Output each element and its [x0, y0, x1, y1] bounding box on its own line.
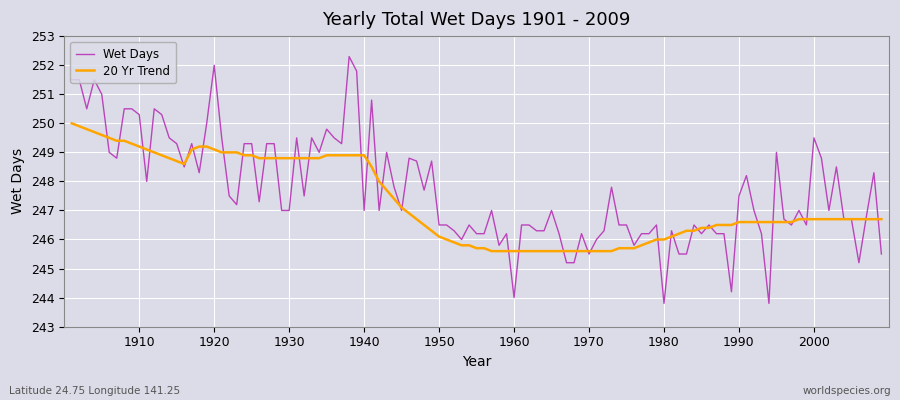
20 Yr Trend [67, 121, 77, 126]
20 Yr Trend [292, 156, 302, 160]
Wet Days [337, 141, 347, 146]
20 Yr Trend [508, 249, 519, 254]
X-axis label: Year: Year [462, 355, 491, 369]
20 Yr Trend [486, 249, 497, 254]
Legend: Wet Days, 20 Yr Trend: Wet Days, 20 Yr Trend [70, 42, 176, 84]
20 Yr Trend [126, 141, 137, 146]
Wet Days [67, 77, 77, 82]
Wet Days [126, 106, 137, 111]
Wet Days [517, 222, 527, 227]
Text: Latitude 24.75 Longitude 141.25: Latitude 24.75 Longitude 141.25 [9, 386, 180, 396]
20 Yr Trend [517, 249, 527, 254]
Wet Days [659, 301, 670, 306]
Y-axis label: Wet Days: Wet Days [11, 148, 25, 214]
Line: Wet Days: Wet Days [72, 56, 881, 303]
Wet Days [876, 252, 886, 256]
Title: Yearly Total Wet Days 1901 - 2009: Yearly Total Wet Days 1901 - 2009 [322, 11, 631, 29]
20 Yr Trend [876, 217, 886, 222]
Wet Days [292, 136, 302, 140]
Line: 20 Yr Trend: 20 Yr Trend [72, 123, 881, 251]
Wet Days [344, 54, 355, 59]
Text: worldspecies.org: worldspecies.org [803, 386, 891, 396]
Wet Days [606, 185, 616, 190]
Wet Days [508, 295, 519, 300]
20 Yr Trend [337, 153, 347, 158]
20 Yr Trend [606, 249, 616, 254]
